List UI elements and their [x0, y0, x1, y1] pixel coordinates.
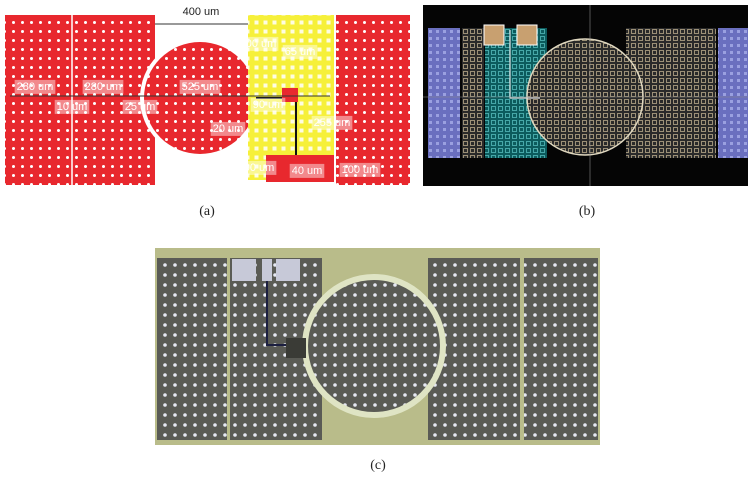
- dimension-label: 280 um: [85, 81, 122, 93]
- dimension-label: 25 um: [125, 101, 156, 113]
- dimension-label: 100 um: [342, 164, 379, 176]
- dimension-label: 280 um: [17, 81, 54, 93]
- dimension-label: 100 um: [238, 162, 275, 174]
- dimension-label: 90 um: [253, 99, 284, 111]
- probe-pad: [517, 25, 537, 45]
- panel-b: [423, 5, 748, 186]
- probe-pad: [232, 259, 256, 281]
- caption: (c): [370, 458, 386, 473]
- dimension-label: 10 um: [57, 101, 88, 113]
- dimension-label: 100 um: [240, 38, 277, 50]
- dimension-label: 20 um: [213, 123, 244, 135]
- circle-pad: [308, 280, 440, 412]
- circle-pad: [144, 42, 256, 154]
- pad: [524, 258, 598, 440]
- red-pad: [336, 15, 410, 185]
- blue-pad: [718, 28, 748, 158]
- pad: [157, 258, 227, 440]
- dimension-label: 65 um: [285, 46, 316, 58]
- via-pad: [286, 338, 306, 358]
- panel-c: [155, 248, 600, 445]
- dimension-label: 525 um: [182, 81, 219, 93]
- dimension-label: 400 um: [183, 6, 220, 18]
- probe-pad: [484, 25, 504, 45]
- dimension-label: 40 um: [292, 165, 323, 177]
- blue-pad: [428, 28, 460, 158]
- probe-pad: [262, 259, 272, 281]
- probe-pad: [276, 259, 300, 281]
- caption: (b): [579, 204, 596, 219]
- dimension-label: 255 um: [314, 117, 351, 129]
- caption: (a): [199, 204, 215, 219]
- grey-pad: [462, 28, 484, 158]
- figure: 400 um100 um65 um280 um280 um10 um25 um5…: [0, 0, 756, 486]
